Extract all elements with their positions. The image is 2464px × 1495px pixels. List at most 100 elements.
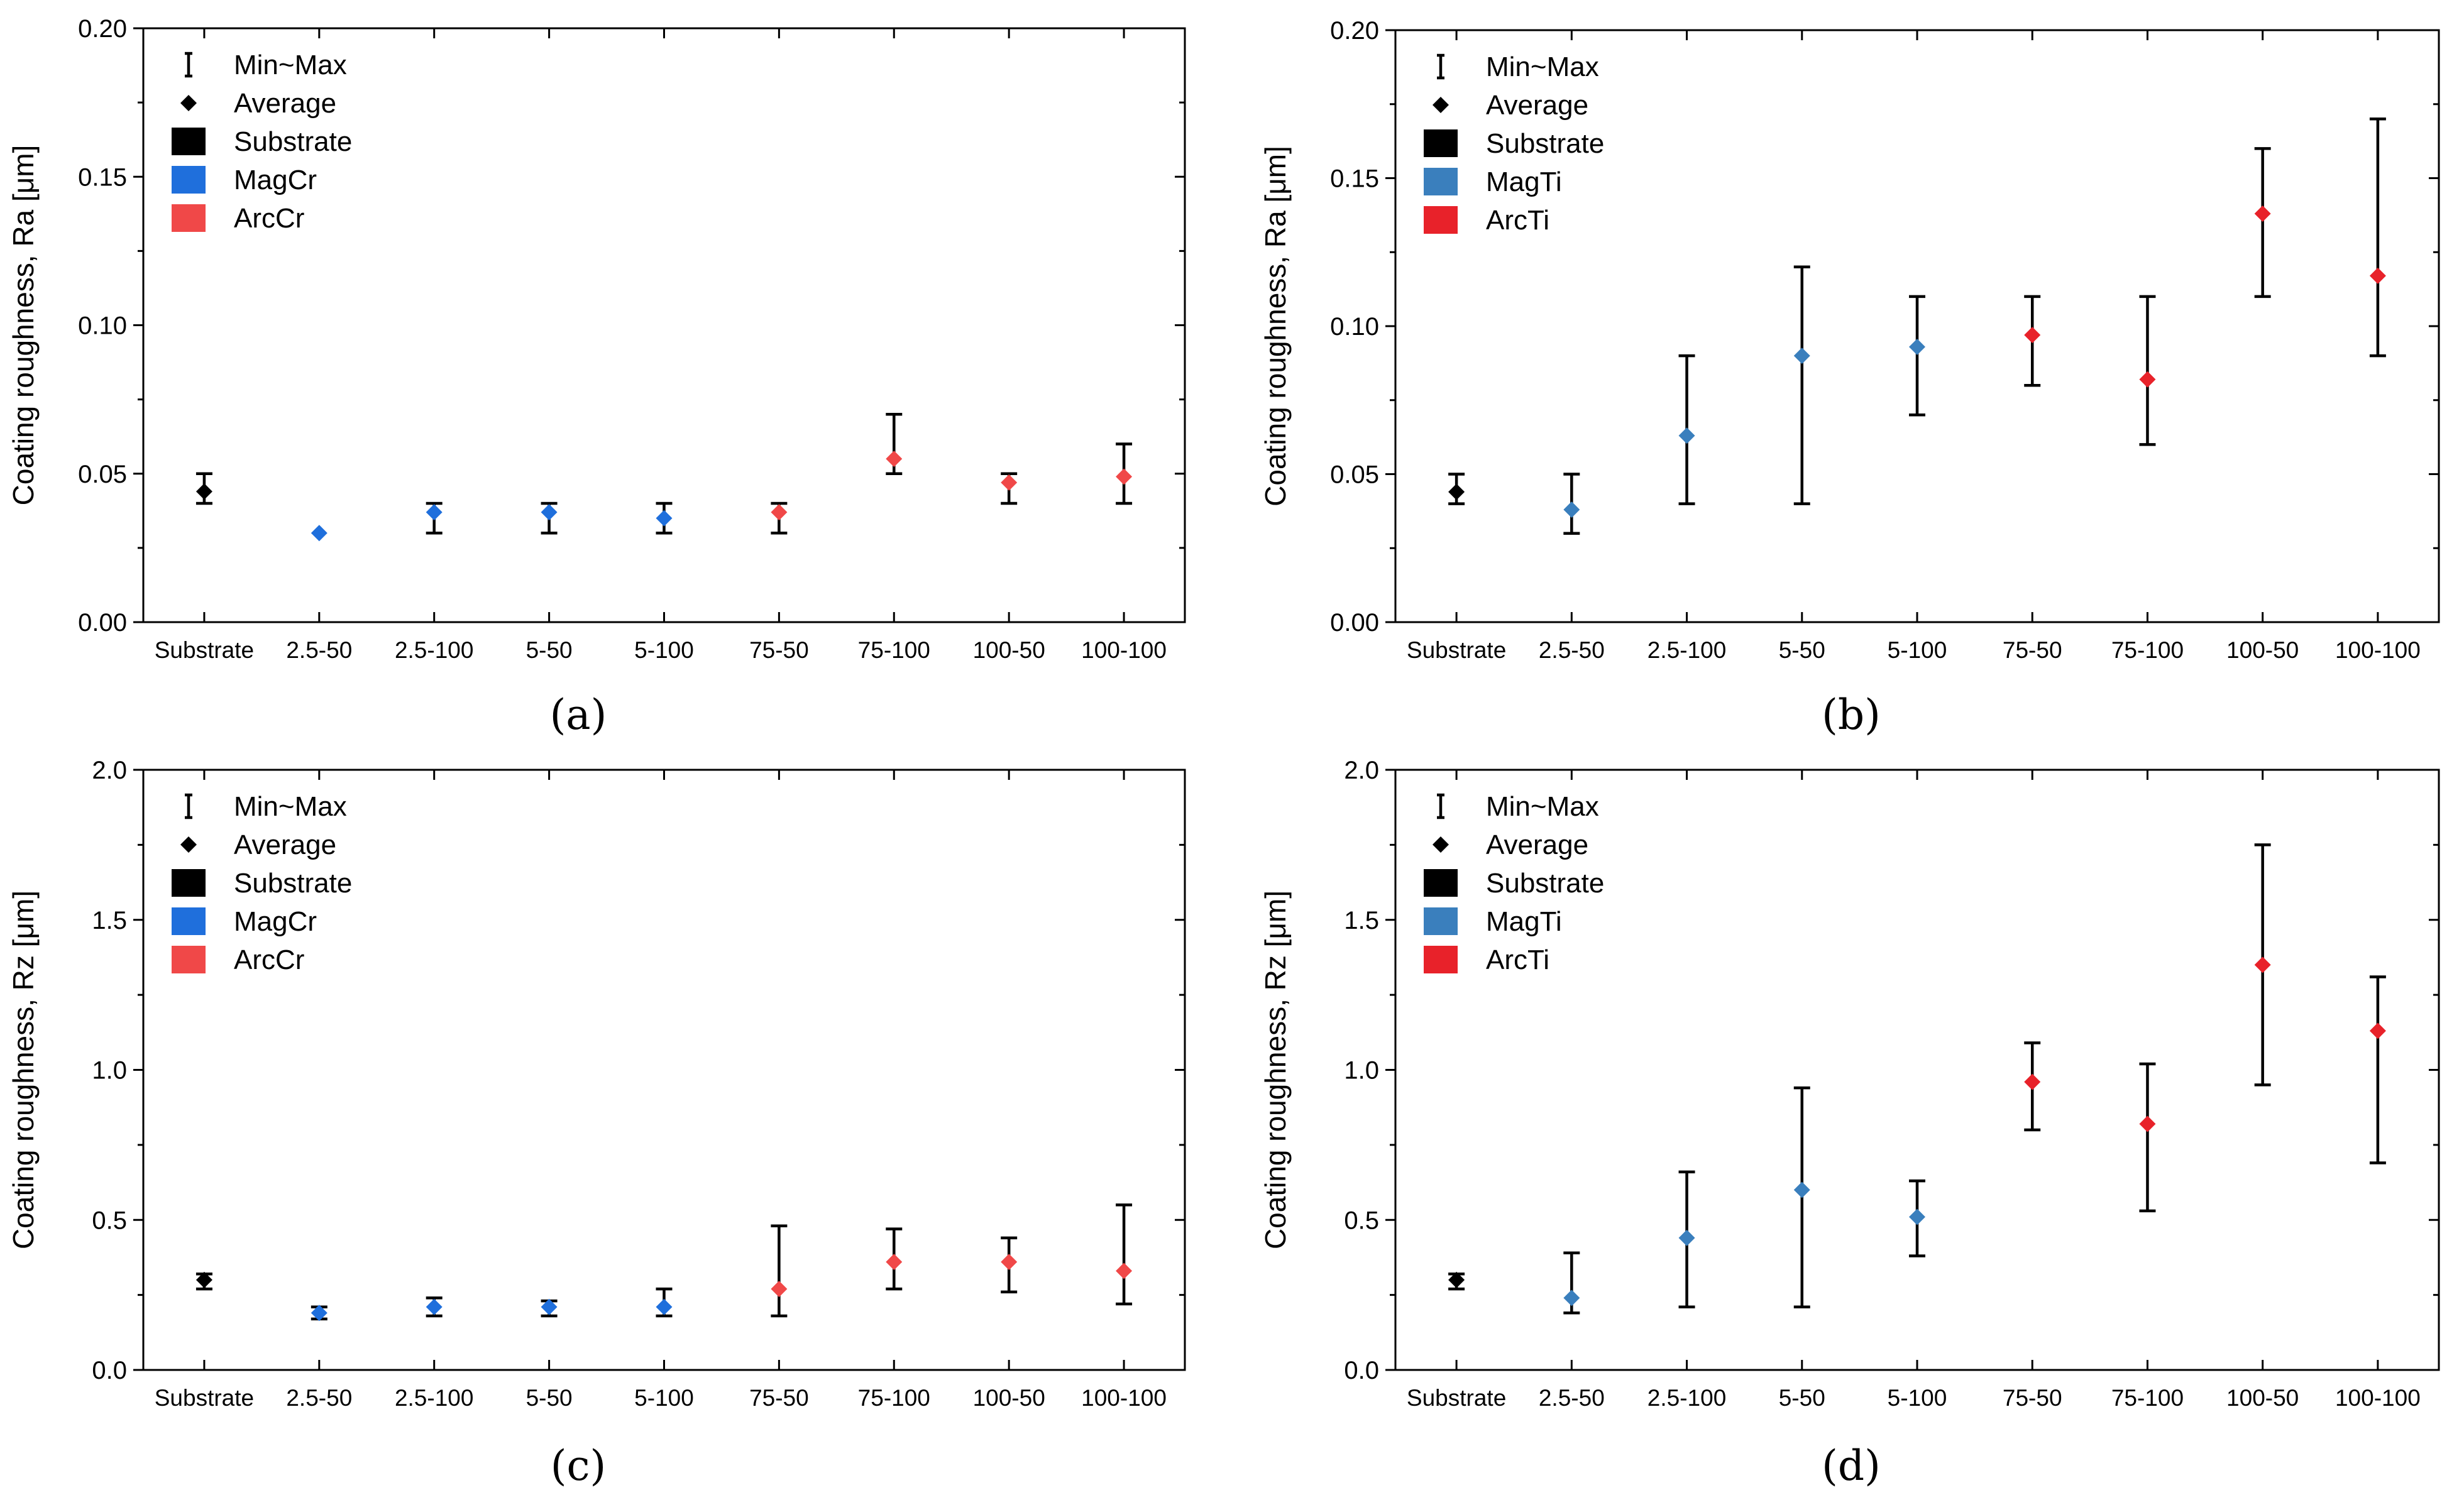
data-point [541, 504, 558, 521]
legend-label: Substrate [234, 126, 352, 157]
x-tick-label: 100-100 [2335, 637, 2421, 663]
legend-label: Average [1486, 830, 1588, 860]
x-tick-label: 5-50 [526, 637, 573, 663]
data-point [1678, 1229, 1695, 1246]
data-point [1563, 1290, 1580, 1306]
x-tick-label: 75-100 [2111, 637, 2184, 663]
x-tick-label: 5-100 [1888, 637, 1947, 663]
y-tick-label: 0.0 [92, 1357, 127, 1384]
x-tick-label: 2.5-100 [395, 1385, 474, 1411]
legend-label: Substrate [234, 868, 352, 899]
x-tick-label: Substrate [1407, 637, 1506, 663]
x-tick-label: 5-100 [634, 1385, 694, 1411]
legend-swatch [1424, 869, 1458, 897]
data-point [1793, 1181, 1810, 1198]
data-point [311, 1305, 327, 1322]
data-point [1001, 1254, 1018, 1271]
data-point [2024, 327, 2041, 344]
x-tick-label: 5-50 [1779, 1385, 1825, 1411]
panel-label: (a) [550, 691, 607, 739]
legend-swatch [172, 166, 206, 194]
legend-label: ArcTi [1486, 945, 1549, 975]
panel-label: (b) [1822, 691, 1881, 739]
panel-label: (c) [551, 1442, 606, 1490]
data-point [1678, 427, 1695, 444]
legend-label: ArcCr [234, 203, 304, 234]
legend-label: Average [234, 88, 336, 119]
chart-panel-4: 0.0 0.5 1.0 1.5 2.0 Coating roughness, Rz [μm… [1259, 757, 2440, 1490]
data-point [1909, 1208, 1925, 1225]
y-tick-label: 0.00 [78, 609, 127, 637]
data-point [2139, 1115, 2156, 1132]
y-axis-label: Coating roughness, Rz [μm] [1259, 890, 1292, 1249]
legend-label: Substrate [1486, 128, 1604, 159]
legend-diamond-icon [1433, 97, 1449, 113]
legend-label: Average [1486, 90, 1588, 121]
legend-swatch [1424, 168, 1458, 195]
y-axis-label: Coating roughness, Ra [μm] [1259, 146, 1292, 507]
y-tick-label: 0.20 [1330, 17, 1379, 45]
y-tick-label: 2.0 [92, 757, 127, 784]
x-tick-label: 75-50 [2003, 637, 2062, 663]
data-point [426, 1298, 443, 1315]
legend-label: Min~Max [234, 50, 347, 80]
legend-label: MagTi [1486, 906, 1562, 937]
y-axis-label: Coating roughness, Rz [μm] [7, 890, 40, 1249]
legend-label: MagCr [234, 906, 317, 937]
data-point [195, 1271, 212, 1288]
data-point [656, 510, 673, 527]
data-point [2369, 267, 2386, 284]
data-point [1116, 1262, 1133, 1279]
data-point [541, 1298, 558, 1315]
y-axis-label: Coating roughness, Ra [μm] [7, 145, 40, 506]
x-tick-label: 2.5-100 [395, 637, 474, 663]
x-tick-label: 2.5-100 [1647, 637, 1727, 663]
data-point [656, 1298, 673, 1315]
data-point [2254, 956, 2271, 973]
y-tick-label: 0.15 [78, 163, 127, 191]
y-tick-label: 0.20 [78, 15, 127, 43]
data-point [311, 525, 327, 542]
x-tick-label: 75-100 [858, 637, 930, 663]
x-tick-label: 100-100 [1081, 637, 1167, 663]
x-tick-label: 100-50 [973, 637, 1045, 663]
y-tick-label: 0.00 [1330, 609, 1379, 637]
legend-diamond-icon [180, 95, 197, 111]
x-tick-label: Substrate [155, 637, 254, 663]
x-tick-label: 75-50 [2003, 1385, 2062, 1411]
legend-swatch [172, 946, 206, 973]
legend-label: Min~Max [1486, 52, 1599, 82]
x-tick-label: 5-50 [526, 1385, 573, 1411]
data-point [1448, 1271, 1465, 1288]
x-tick-label: 75-100 [858, 1385, 930, 1411]
legend-swatch [172, 869, 206, 897]
x-tick-label: 100-50 [2226, 637, 2299, 663]
y-tick-label: 1.0 [92, 1057, 127, 1085]
legend-diamond-icon [1433, 836, 1449, 853]
data-point [771, 1281, 788, 1298]
legend-label: Substrate [1486, 868, 1604, 899]
data-point [1001, 474, 1018, 491]
data-point [2139, 371, 2156, 388]
y-tick-label: 0.5 [92, 1207, 127, 1234]
x-tick-label: 100-50 [2226, 1385, 2299, 1411]
x-tick-label: 2.5-50 [1539, 637, 1605, 663]
data-point [1563, 501, 1580, 518]
data-point [1909, 338, 1925, 355]
legend-swatch [1424, 946, 1458, 973]
x-tick-label: Substrate [155, 1385, 254, 1411]
x-tick-label: 75-100 [2111, 1385, 2184, 1411]
chart-panel-3: 0.0 0.5 1.0 1.5 2.0 Coating roughness, Rz [μm… [7, 757, 1186, 1490]
x-tick-label: 100-100 [1081, 1385, 1167, 1411]
legend-label: MagTi [1486, 167, 1562, 197]
legend-label: ArcCr [234, 945, 304, 975]
data-point [2369, 1022, 2386, 1039]
legend-label: Average [234, 830, 336, 860]
y-tick-label: 1.5 [92, 907, 127, 934]
legend-diamond-icon [180, 836, 197, 853]
legend-swatch [172, 907, 206, 935]
y-tick-label: 0.0 [1344, 1357, 1379, 1384]
x-tick-label: 5-50 [1779, 637, 1825, 663]
x-tick-label: 2.5-100 [1647, 1385, 1727, 1411]
legend-swatch [172, 128, 206, 155]
